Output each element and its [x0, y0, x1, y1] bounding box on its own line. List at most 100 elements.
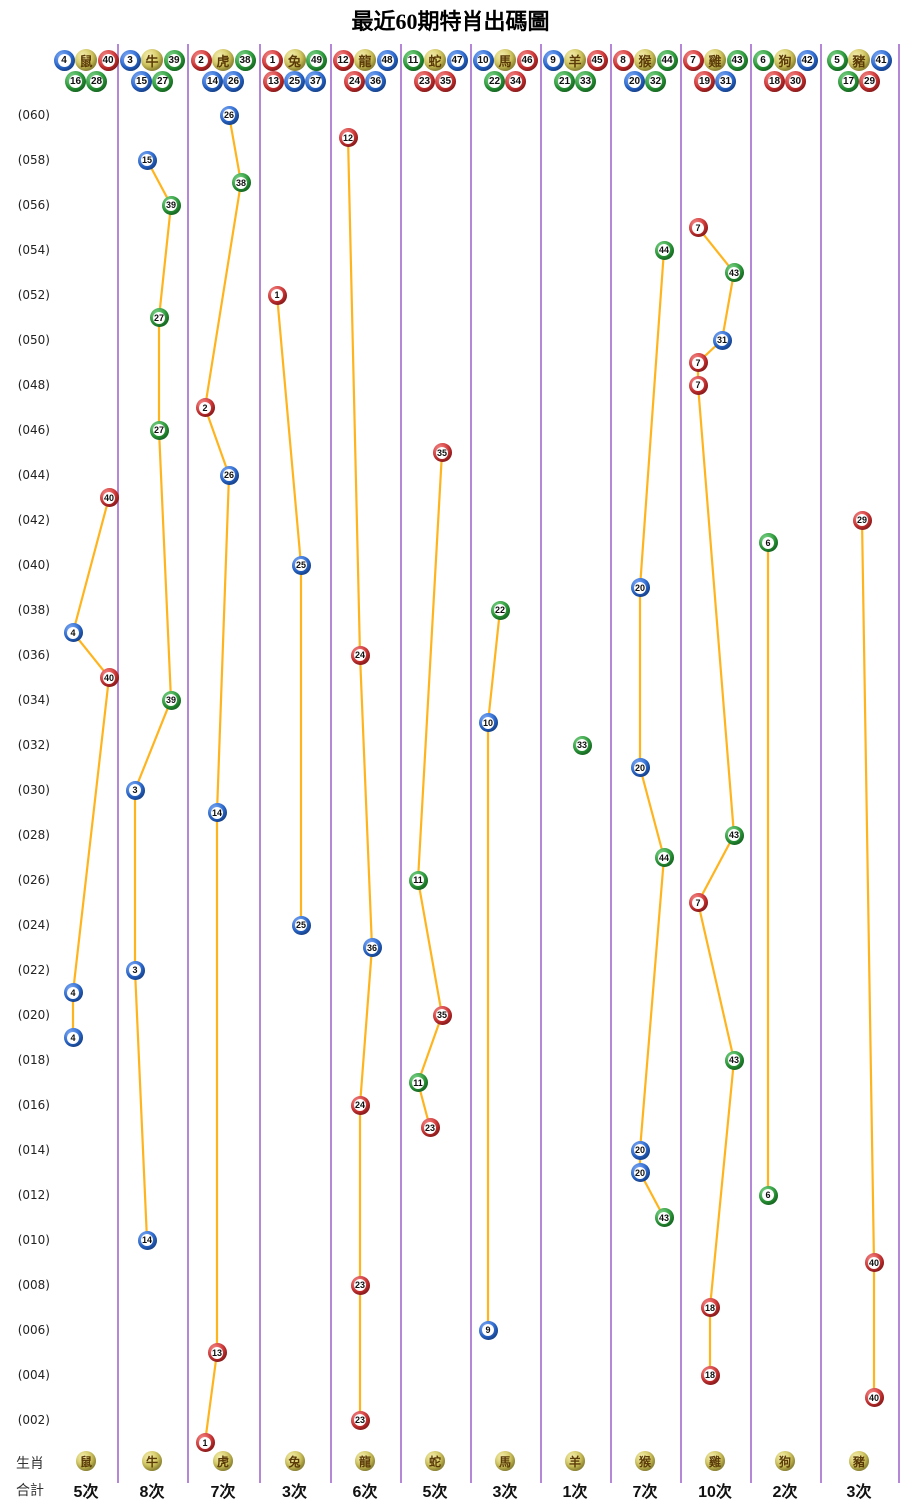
ball-number: 7: [686, 53, 700, 67]
header-number-ball: 44: [656, 49, 678, 71]
footer-zodiac-ball: 虎: [213, 1451, 233, 1471]
count-label: 3次: [492, 1484, 518, 1500]
ball-number: 11: [406, 53, 420, 67]
chart-ball: 23: [420, 1118, 440, 1137]
header-number-ball: 20: [624, 70, 645, 92]
ball-number: 44: [658, 851, 670, 864]
footer-zodiac-ball: 豬: [849, 1451, 869, 1471]
header-number-ball: 8: [612, 49, 634, 71]
ball-number: 27: [153, 424, 165, 436]
y-axis-label: (034): [17, 693, 50, 707]
chart-ball: 2: [195, 398, 215, 417]
footer-zodiac-ball: 鼠: [76, 1451, 96, 1471]
ball-number: 39: [165, 199, 177, 211]
chart-ball: 20: [630, 578, 650, 597]
y-axis-label: (038): [17, 603, 50, 617]
header-zodiac-ball: 豬: [848, 49, 870, 71]
column-separator: [330, 44, 332, 1483]
ball-number: 4: [67, 1031, 79, 1044]
chart-ball: 7: [688, 893, 708, 912]
header-zodiac-ball: 鼠: [75, 49, 97, 71]
header-number-ball: 17: [838, 70, 859, 92]
ball-number: 33: [576, 739, 588, 751]
ball-number: 31: [716, 334, 728, 346]
header-number-ball: 4: [53, 49, 75, 71]
header-number-ball: 49: [306, 49, 327, 71]
header-number-ball: 11: [402, 49, 424, 71]
chart-ball: 25: [291, 555, 311, 575]
ball-number: 1: [266, 53, 279, 67]
ball-number: 13: [211, 1346, 223, 1359]
header-number-ball: 38: [234, 49, 256, 71]
chart-ball: 29: [852, 510, 872, 530]
header-number-ball: 26: [223, 70, 244, 92]
ball-number: 42: [800, 53, 814, 67]
header-zodiac-ball: 馬: [494, 49, 516, 71]
column-separator: [820, 44, 822, 1483]
ball-number: 10: [476, 53, 490, 67]
chart-ball: 44: [654, 848, 674, 867]
ball-number: 29: [863, 74, 876, 88]
y-axis-label: (008): [17, 1278, 50, 1292]
count-label: 5次: [73, 1484, 99, 1500]
ball-number: 20: [634, 1166, 646, 1179]
ball-number: 7: [692, 221, 704, 234]
ball-number: 14: [206, 74, 219, 88]
chart-ball: 3: [125, 960, 145, 980]
chart-ball: 6: [758, 533, 778, 552]
ball-number: 28: [90, 74, 103, 88]
ball-number: 22: [488, 74, 501, 88]
ball-number: 35: [439, 74, 452, 88]
ball-number: 4: [67, 986, 79, 999]
ball-number: 43: [658, 1211, 670, 1224]
chart-ball: 14: [137, 1230, 157, 1250]
ball-number: 3: [123, 53, 137, 67]
ball-number: 18: [704, 1301, 716, 1314]
ball-number: 25: [288, 74, 301, 88]
chart-ball: 43: [654, 1208, 674, 1227]
chart-ball: 25: [291, 915, 311, 935]
y-axis-label: (032): [17, 738, 50, 752]
header-number-ball: 36: [365, 70, 386, 92]
ball-number: 34: [509, 74, 522, 88]
ball-number: 13: [267, 74, 280, 88]
chart-ball: 40: [864, 1388, 884, 1407]
ball-number: 16: [69, 74, 82, 88]
trend-line: [203, 113, 243, 1444]
count-label: 7次: [632, 1484, 658, 1500]
ball-number: 47: [450, 53, 464, 67]
footer-zodiac-ball: 牛: [142, 1451, 162, 1471]
y-axis-label: (002): [17, 1413, 50, 1427]
header-number-ball: 14: [202, 70, 223, 92]
trend-line: [71, 496, 111, 1039]
chart-ball: 4: [63, 983, 83, 1002]
footer-zodiac-ball: 狗: [775, 1451, 795, 1471]
ball-number: 3: [129, 784, 141, 796]
chart-ball: 24: [350, 645, 370, 665]
ball-number: 43: [730, 53, 744, 67]
chart-ball: 18: [700, 1298, 720, 1317]
column-separator: [540, 44, 542, 1483]
chart-ball: 20: [630, 1163, 650, 1182]
ball-number: 18: [704, 1369, 716, 1381]
footer-zodiac-ball: 蛇: [425, 1451, 445, 1471]
ball-number: 2: [199, 401, 211, 414]
header-number-ball: 32: [645, 70, 666, 92]
chart-ball: 24: [350, 1095, 370, 1115]
y-axis-label: (018): [17, 1053, 50, 1067]
ball-number: 38: [238, 53, 252, 67]
footer-total-label: 合計: [16, 1482, 44, 1498]
y-axis-label: (048): [17, 378, 50, 392]
footer-zodiac-ball: 羊: [565, 1451, 585, 1471]
chart-ball: 7: [688, 218, 708, 237]
header-zodiac-ball: 蛇: [424, 49, 446, 71]
ball-number: 15: [141, 154, 153, 166]
header-zodiac-ball: 猴: [634, 49, 656, 71]
y-axis-label: (010): [17, 1233, 50, 1247]
ball-number: 26: [227, 74, 240, 88]
ball-number: 40: [101, 53, 115, 67]
header-number-ball: 46: [516, 49, 538, 71]
ball-number: 27: [156, 74, 169, 88]
chart-ball: 38: [231, 173, 251, 192]
y-axis-label: (022): [17, 963, 50, 977]
